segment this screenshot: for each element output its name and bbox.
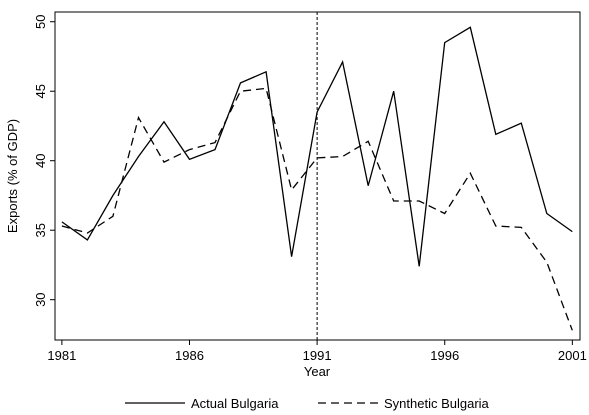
y-axis-label: Exports (% of GDP)	[5, 119, 20, 233]
y-tick-label: 40	[33, 153, 48, 167]
series-line	[61, 87, 573, 331]
x-tick-label: 1986	[175, 348, 204, 363]
y-tick-label: 45	[33, 84, 48, 98]
legend-label: Synthetic Bulgaria	[384, 396, 490, 411]
x-tick-label: 1991	[303, 348, 332, 363]
y-tick-label: 50	[33, 14, 48, 28]
x-tick-label: 2001	[558, 348, 587, 363]
series-line	[61, 26, 573, 267]
y-tick-label: 30	[33, 292, 48, 306]
x-tick-label: 1981	[47, 348, 76, 363]
x-tick-label: 1996	[430, 348, 459, 363]
legend-label: Actual Bulgaria	[191, 396, 279, 411]
y-tick-label: 35	[33, 223, 48, 237]
x-axis-label: Year	[304, 364, 331, 379]
